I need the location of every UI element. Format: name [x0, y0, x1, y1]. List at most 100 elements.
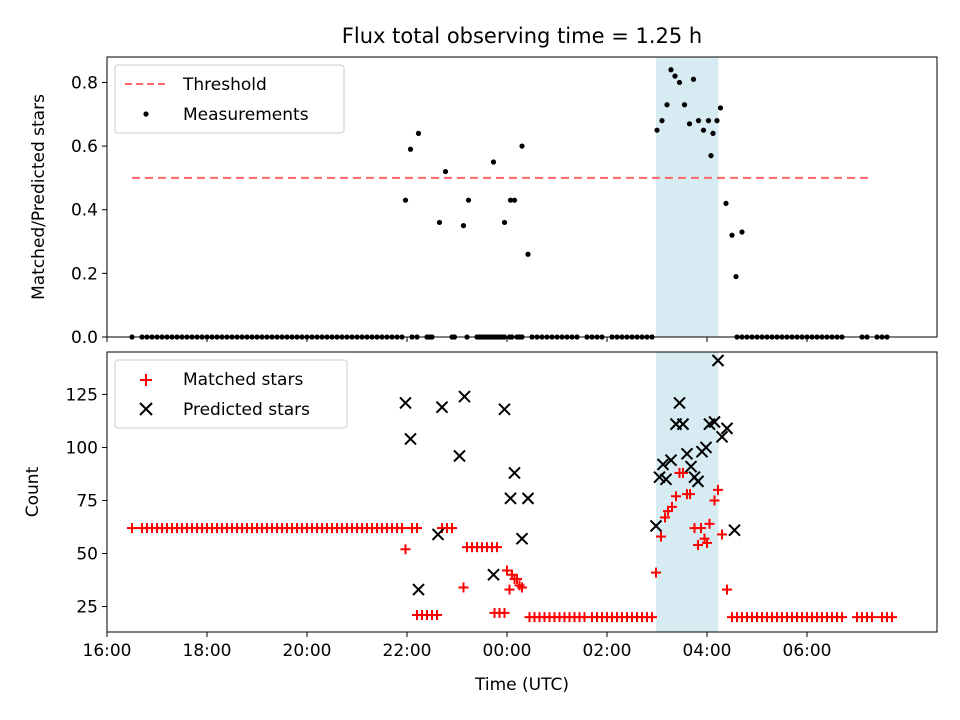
- predicted-star-point: [699, 441, 713, 454]
- matched-star-point: [722, 584, 732, 595]
- measurement-point: [654, 127, 660, 133]
- matched-star-point: [713, 484, 723, 495]
- predicted-star-point: [504, 492, 517, 505]
- measurement-point: [664, 102, 670, 108]
- bottom-y-tick-label: 25: [76, 598, 98, 618]
- predicted-star-point: [453, 449, 466, 463]
- x-axis-label: Time (UTC): [474, 675, 569, 695]
- measurement-point: [686, 121, 693, 127]
- matched-star-point: [647, 612, 657, 623]
- bottom-legend: Matched stars Predicted stars: [114, 359, 348, 429]
- measurement-point: [695, 118, 702, 124]
- chart-title: Flux total observing time = 1.25 h: [342, 24, 702, 48]
- x-tick-label: 02:00: [583, 641, 632, 661]
- predicted-star-point: [684, 460, 698, 473]
- matched-star-point: [517, 582, 527, 593]
- measurement-point: [729, 232, 735, 238]
- measurement-point: [415, 130, 422, 136]
- measurement-point: [659, 118, 665, 124]
- measurement-point: [717, 105, 724, 111]
- predicted-star-point: [508, 466, 521, 480]
- bottom-y-axis-label: Count: [23, 466, 43, 517]
- measurement-point: [460, 223, 467, 229]
- x-tick-label: 04:00: [683, 641, 732, 661]
- predicted-star-point: [498, 403, 511, 416]
- predicted-star-point: [435, 400, 449, 414]
- predicted-star-point: [720, 422, 734, 435]
- measurement-point: [700, 127, 707, 133]
- predicted-star-point: [487, 568, 500, 581]
- bottom-y-ticks: 25 50 75 100 125: [66, 385, 107, 618]
- matched-star-point: [512, 573, 522, 584]
- matched-legend-marker: [140, 374, 152, 386]
- measurement-point: [723, 200, 729, 206]
- bottom-axes-frame: [106, 351, 938, 633]
- measurement-point: [407, 146, 414, 152]
- matched-star-point: [702, 537, 712, 548]
- bottom-y-tick-label: 50: [76, 545, 98, 565]
- matched-star-point: [887, 612, 897, 623]
- predicted-star-point: [673, 396, 686, 410]
- top-y-tick-label: 0.2: [71, 264, 98, 284]
- matched-star-point: [499, 607, 510, 618]
- top-y-tick-label: 0.8: [71, 73, 98, 93]
- predicted-star-point: [708, 415, 721, 429]
- x-tick-label: 06:00: [783, 641, 832, 661]
- measurement-point: [442, 168, 449, 175]
- matched-star-point: [671, 491, 681, 502]
- measurement-point: [739, 229, 745, 235]
- measurement-point: [733, 273, 739, 280]
- measurement-point: [710, 130, 716, 136]
- measurement-point: [714, 118, 720, 124]
- matched-star-point: [397, 523, 407, 534]
- matched-star-point: [127, 523, 137, 534]
- predicted-star-point: [431, 528, 445, 541]
- top-legend-box: [114, 64, 345, 134]
- predicted-star-point: [676, 417, 690, 431]
- matched-star-point: [696, 523, 706, 534]
- matched-star-point: [458, 582, 469, 593]
- bottom-y-tick-label: 100: [66, 438, 98, 458]
- bottom-legend-box: [114, 359, 348, 429]
- matched-star-point: [651, 567, 661, 578]
- top-x-ticks: [106, 337, 808, 342]
- top-y-tick-label: 0.6: [71, 137, 98, 157]
- measurement-point: [501, 219, 508, 226]
- matched-star-point: [693, 540, 703, 551]
- predicted-star-point: [412, 583, 425, 596]
- top-legend: Threshold Measurements: [114, 64, 345, 134]
- top-highlight-interval: [656, 57, 719, 337]
- predicted-legend-label: Predicted stars: [183, 400, 310, 420]
- matched-star-point: [709, 495, 720, 506]
- predicted-star-point: [711, 354, 725, 367]
- measurement-point: [507, 197, 514, 203]
- measurement-point: [465, 197, 472, 203]
- bottom-y-tick-label: 75: [76, 491, 98, 511]
- x-tick-label: 16:00: [83, 641, 132, 661]
- top-y-ticks: 0.0 0.2 0.4 0.6 0.8: [71, 73, 107, 348]
- x-tick-label: 22:00: [383, 641, 432, 661]
- measurement-point: [519, 143, 525, 149]
- measurement-point: [436, 219, 443, 226]
- measurement-point: [672, 73, 678, 79]
- matched-star-point: [837, 612, 847, 623]
- predicted-star-point: [664, 453, 678, 467]
- predicted-star-point: [649, 519, 663, 533]
- matched-star-point: [432, 610, 442, 621]
- measurement-point: [511, 197, 518, 203]
- matched-star-point: [667, 501, 677, 512]
- matched-star-point: [492, 542, 502, 553]
- matched-star-point: [447, 523, 457, 534]
- measurements-legend-label: Measurements: [183, 105, 309, 125]
- measurement-point: [402, 197, 409, 203]
- predicted-star-point: [715, 430, 729, 444]
- top-y-tick-label: 0.0: [71, 328, 98, 348]
- matched-legend-label: Matched stars: [183, 370, 303, 390]
- measurement-point: [708, 153, 714, 159]
- x-tick-label: 20:00: [283, 641, 332, 661]
- measurement-point: [525, 251, 531, 257]
- measurement-point: [676, 79, 683, 86]
- matched-star-point: [678, 467, 688, 478]
- x-tick-label: 00:00: [483, 641, 532, 661]
